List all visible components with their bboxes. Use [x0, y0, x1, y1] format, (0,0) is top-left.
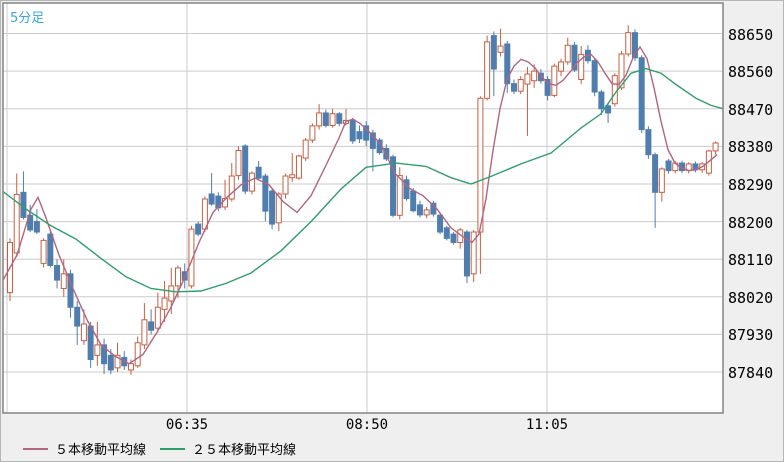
y-axis-tick-label: 88290: [728, 175, 774, 194]
ma5-legend-label: ５本移動平均線: [55, 443, 147, 458]
x-axis-tick-label: 08:50: [345, 417, 389, 433]
y-axis-tick-label: 88110: [728, 251, 774, 270]
y-axis-tick-label: 88470: [728, 100, 774, 119]
y-axis-tick-label: 87840: [728, 364, 774, 383]
ma25-legend-label: ２５本移動平均線: [192, 443, 297, 458]
y-axis-tick-label: 88650: [728, 25, 774, 44]
y-axis-tick-label: 87930: [728, 326, 774, 345]
chart-title: 5分足: [10, 11, 45, 26]
y-axis-tick-label: 88200: [728, 213, 774, 232]
y-axis-tick-label: 88380: [728, 138, 774, 157]
legend-item-ma25: ２５本移動平均線: [160, 439, 296, 458]
x-axis-tick-label: 11:05: [525, 417, 569, 433]
ma25-line-swatch: [160, 447, 186, 450]
y-axis-tick-label: 88020: [728, 288, 774, 307]
legend: ５本移動平均線 ２５本移動平均線: [23, 439, 296, 458]
x-axis-tick-label: 06:35: [165, 417, 209, 433]
y-axis-tick-label: 88560: [728, 63, 774, 82]
ma5-line-swatch: [23, 447, 48, 450]
legend-item-ma5: ５本移動平均線: [23, 439, 146, 458]
